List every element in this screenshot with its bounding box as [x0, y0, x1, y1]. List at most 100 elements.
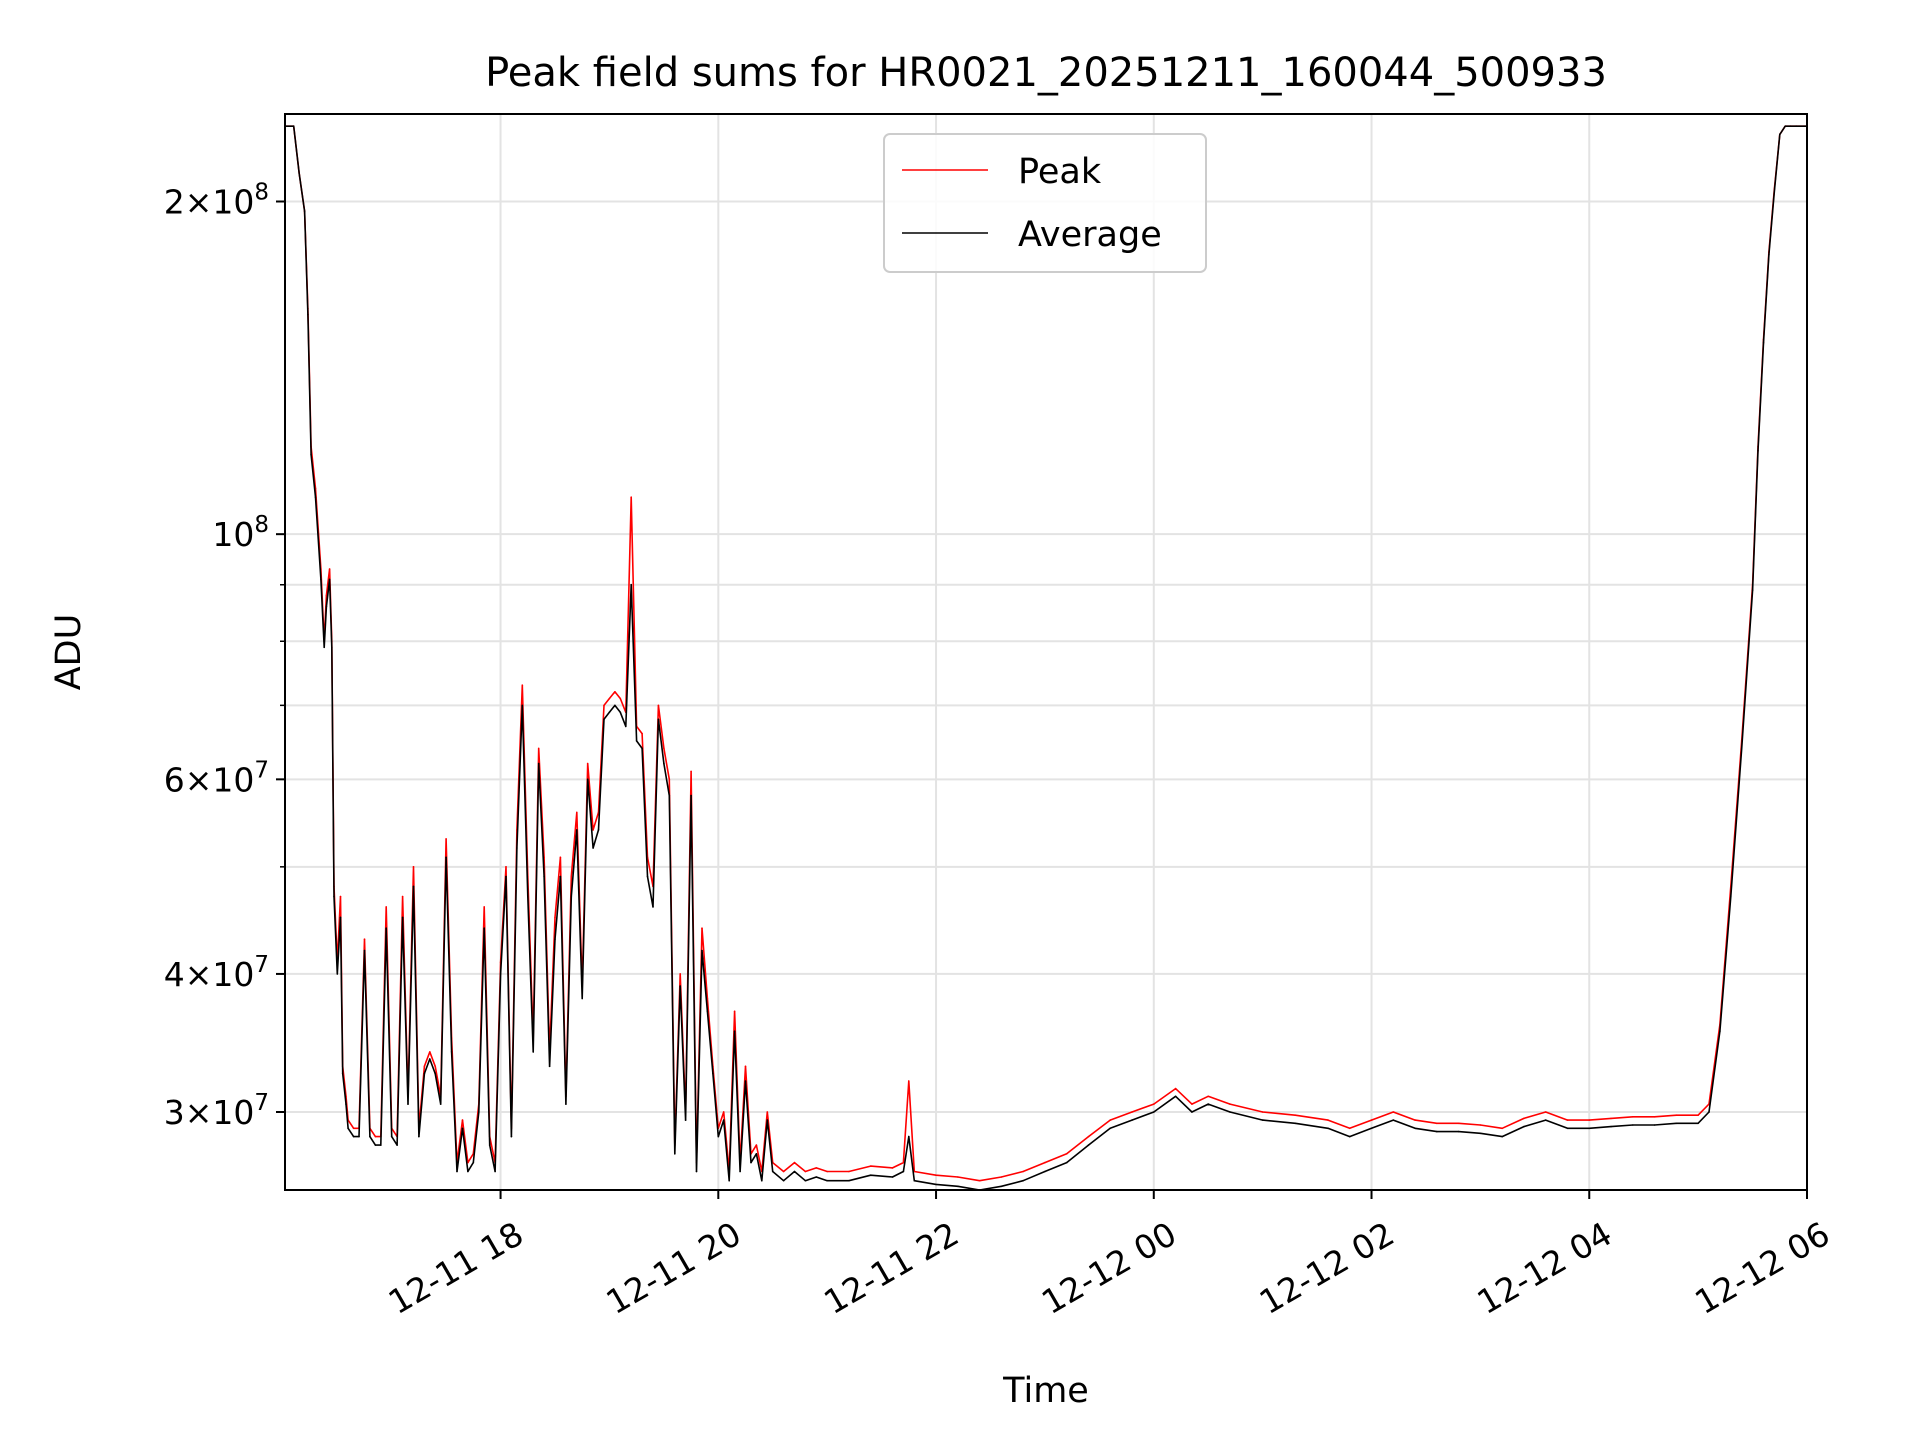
data-point-average: [733, 1030, 736, 1032]
data-point-peak: [1191, 1103, 1193, 1105]
data-point-peak: [586, 762, 589, 765]
data-point-peak: [1207, 1095, 1209, 1098]
data-point-average: [755, 1153, 758, 1155]
data-point-peak: [891, 1167, 894, 1169]
data-point-peak: [385, 906, 388, 908]
data-point-average: [347, 1127, 349, 1130]
data-point-average: [488, 1144, 491, 1146]
data-point-average: [1588, 1127, 1591, 1130]
data-point-peak: [1131, 1111, 1133, 1113]
y-tick-exponent: 8: [254, 512, 269, 538]
data-point-average: [848, 1179, 850, 1182]
data-point-average: [706, 1010, 709, 1013]
data-point-average: [728, 1179, 730, 1182]
data-point-average: [1779, 133, 1781, 136]
data-point-average: [527, 895, 529, 898]
grid-layer: [285, 114, 1808, 1190]
y-tick-exponent: 7: [254, 952, 269, 978]
data-point-average: [891, 1176, 894, 1178]
y-tick-exponent: 7: [254, 757, 269, 783]
data-point-peak: [363, 938, 366, 940]
data-point-average: [793, 1170, 796, 1173]
data-point-peak: [1697, 1114, 1699, 1116]
data-point-average: [1174, 1095, 1177, 1098]
data-point-average: [652, 906, 654, 908]
data-point-average: [323, 646, 326, 649]
legend-label-peak: Peak: [1018, 152, 1102, 192]
data-point-peak: [570, 875, 573, 878]
data-point-average: [505, 875, 507, 878]
data-point-average: [1414, 1127, 1416, 1130]
data-point-peak: [1370, 1119, 1373, 1121]
y-tick-label: 4×107: [164, 952, 269, 994]
data-point-average: [450, 1051, 453, 1053]
data-point-average: [1653, 1124, 1656, 1126]
data-point-peak: [848, 1170, 850, 1173]
data-point-average: [592, 847, 594, 849]
y-tick-label: 2×108: [164, 180, 269, 222]
data-point-average: [1610, 1125, 1612, 1128]
data-point-peak: [434, 1065, 437, 1068]
data-point-average: [456, 1170, 458, 1173]
data-point-average: [1087, 1144, 1090, 1146]
chart-title: Peak field sums for HR0021_20251211_1600…: [485, 50, 1607, 96]
data-point-average: [499, 973, 502, 975]
data-point-peak: [755, 1144, 758, 1146]
data-point-average: [581, 997, 583, 1000]
y-tick-label: 6×107: [164, 757, 269, 799]
data-point-average: [630, 583, 632, 586]
data-point-average: [336, 973, 339, 975]
data-point-average: [429, 1058, 431, 1060]
data-point-average: [1795, 125, 1797, 127]
data-point-peak: [1327, 1119, 1329, 1121]
data-point-average: [1044, 1170, 1046, 1173]
data-point-peak: [902, 1161, 905, 1164]
data-point-peak: [744, 1065, 747, 1068]
data-point-average: [418, 1135, 420, 1138]
data-point-average: [1022, 1179, 1024, 1182]
data-point-average: [1392, 1119, 1395, 1121]
data-point-peak: [1501, 1127, 1503, 1130]
data-point-average: [935, 1183, 937, 1186]
data-point-peak: [592, 829, 594, 831]
data-point-peak: [1174, 1087, 1177, 1090]
y-tick-times-sign: ×: [185, 760, 213, 799]
data-point-average: [804, 1179, 807, 1182]
data-point-average: [1566, 1127, 1569, 1130]
data-point-average: [826, 1179, 828, 1182]
data-point-average: [374, 1144, 377, 1146]
data-point-average: [333, 895, 335, 898]
data-point-average: [1479, 1132, 1482, 1135]
data-point-peak: [690, 770, 692, 773]
data-point-average: [608, 711, 611, 714]
legend-label-average: Average: [1018, 215, 1162, 255]
y-tick-base: 10: [212, 955, 254, 994]
data-point-average: [352, 1135, 355, 1138]
data-point-average: [314, 496, 317, 499]
y-tick-label: 3×107: [164, 1090, 269, 1132]
data-point-peak: [1653, 1116, 1656, 1118]
data-point-average: [494, 1170, 496, 1173]
data-point-average: [325, 605, 328, 608]
data-point-peak: [1523, 1117, 1525, 1120]
data-point-average: [1730, 895, 1732, 898]
data-point-peak: [815, 1167, 818, 1169]
data-point-average: [902, 1170, 905, 1173]
data-point-peak: [325, 594, 328, 597]
data-point-average: [369, 1135, 371, 1138]
data-point-peak: [1348, 1127, 1351, 1130]
data-point-peak: [505, 866, 507, 868]
data-point-peak: [374, 1135, 377, 1138]
y-tick-base: 10: [212, 1093, 254, 1132]
data-point-peak: [1479, 1124, 1482, 1126]
data-point-average: [548, 1065, 551, 1068]
data-point-average: [641, 747, 643, 750]
data-point-average: [339, 916, 342, 919]
data-point-average: [1348, 1135, 1351, 1138]
y-tick-mantissa: 6: [164, 760, 185, 799]
data-point-average: [307, 313, 309, 316]
y-tick-mantissa: 4: [164, 955, 185, 994]
data-point-average: [1109, 1127, 1111, 1130]
data-point-average: [1191, 1111, 1193, 1113]
